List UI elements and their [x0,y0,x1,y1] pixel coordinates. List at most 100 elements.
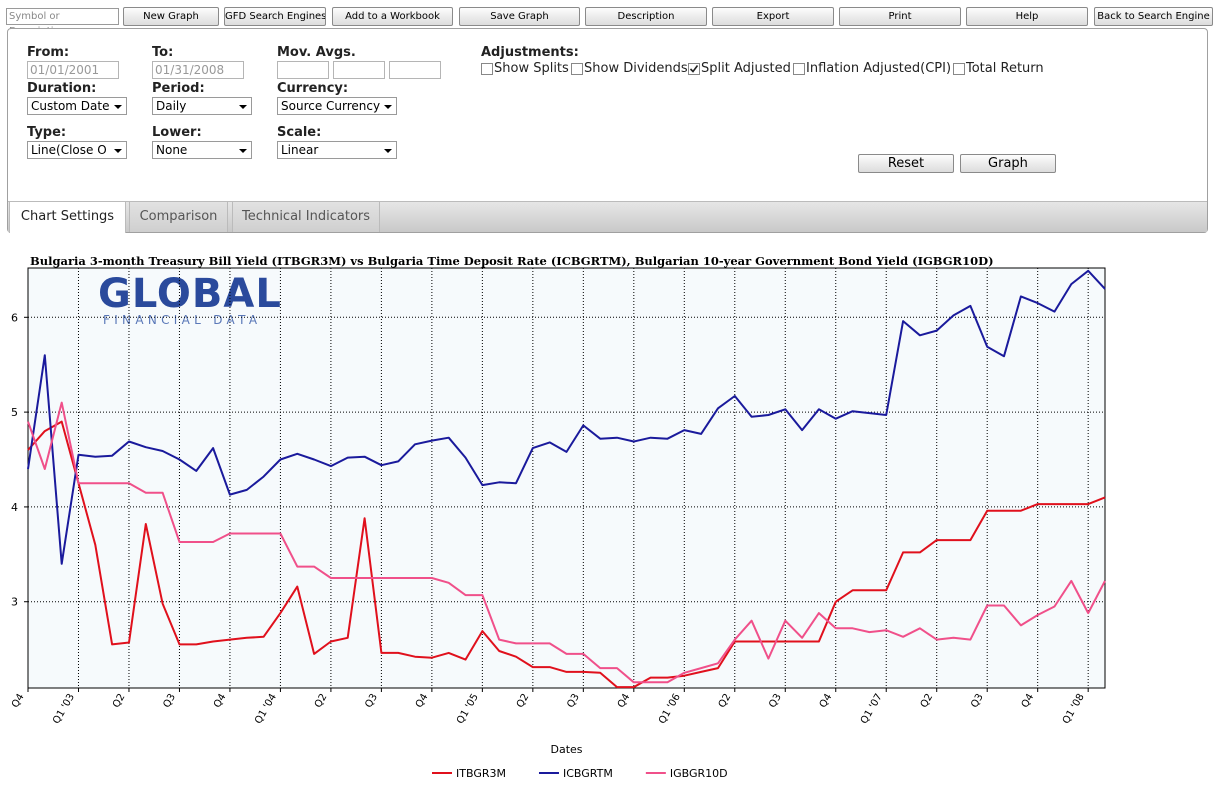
x-tick-label: Q4 [10,692,27,710]
legend-label: ICBGRTM [563,767,613,780]
text-input[interactable] [389,61,441,79]
dropdown[interactable]: Linear [277,141,397,159]
search-box[interactable]: Symbol or Description [6,8,119,37]
option-label: Inflation Adjusted(CPI) [806,61,952,76]
x-tick-label: Q3 [161,692,178,710]
x-tick-label: Q1 '05 [455,692,481,726]
checkbox[interactable] [571,62,583,75]
x-tick-label: Q2 [313,692,330,710]
form-button[interactable]: Reset [858,154,954,173]
tab[interactable]: Technical Indicators [232,201,380,232]
y-tick-label: 4 [11,501,18,514]
toolbar-button[interactable]: Export [712,7,834,26]
x-tick-label: Q4 [212,692,229,710]
field-label: Period: [152,81,205,96]
field-label: Currency: [277,81,349,96]
field-label: Scale: [277,125,322,140]
plot-border [27,267,1106,689]
x-tick-label: Q1 '07 [859,692,885,726]
toolbar-button[interactable]: Back to Search Engine [1094,7,1213,26]
text-input[interactable] [333,61,385,79]
field-label: Mov. Avgs. [277,45,356,60]
toolbar-button[interactable]: Add to a Workbook [332,7,453,26]
dropdown[interactable]: Line(Close O [27,141,127,159]
x-tick-label: Q3 [565,692,582,710]
option-label: Total Return [966,61,1044,76]
toolbar-button[interactable]: GFD Search Engines [224,7,326,26]
dropdown-value: Source Currency [281,99,381,113]
x-tick-label: Q3 [363,692,380,710]
series-line [27,420,1106,689]
tab[interactable]: Comparison [129,201,228,232]
adjustment-option[interactable]: Total Return [953,61,1044,76]
series-line [27,269,1106,565]
x-tick-label: Q1 '06 [657,692,683,726]
dropdown-value: Line(Close O [31,143,107,157]
x-tick-label: Q4 [616,692,633,710]
adjustment-option[interactable]: Show Splits [481,61,569,76]
field-label: Type: [27,125,67,140]
tab[interactable]: Chart Settings [9,201,126,233]
x-tick-label: Q4 [818,692,835,710]
y-tick-label: 6 [11,311,18,324]
toolbar-button[interactable]: Description [585,7,707,26]
x-tick-label: Q2 [111,692,128,710]
field-label: Lower: [152,125,202,140]
option-label: Show Splits [494,61,569,76]
x-axis-label: Dates [550,743,582,756]
field-label: To: [152,45,174,60]
dropdown-value: None [156,143,188,157]
x-tick-label: Q3 [767,692,784,710]
checkbox[interactable] [793,62,805,75]
checkbox[interactable] [481,62,493,75]
field-label: From: [27,45,70,60]
legend-label: IGBGR10D [670,767,728,780]
x-tick-label: Q1 '08 [1061,692,1087,726]
dropdown-value: Custom Date [31,99,110,113]
x-tick-label: Q2 [717,692,734,710]
dropdown[interactable]: None [152,141,252,159]
dropdown-value: Daily [156,99,187,113]
x-tick-label: Q2 [919,692,936,710]
chart: Bulgaria 3-month Treasury Bill Yield (IT… [10,254,1106,780]
x-tick-label: Q4 [414,692,431,710]
adjustments-label: Adjustments: [481,45,579,60]
adjustment-option[interactable]: Inflation Adjusted(CPI) [793,61,951,76]
y-tick-label: 3 [11,596,18,609]
chart-title: Bulgaria 3-month Treasury Bill Yield (IT… [30,254,994,268]
toolbar-button[interactable]: Save Graph [459,7,580,26]
text-input[interactable]: 01/01/2001 [27,61,119,79]
y-tick-label: 5 [11,406,18,419]
text-input[interactable]: 01/31/2008 [152,61,244,79]
checkmark [689,64,699,73]
form-button[interactable]: Graph [960,154,1056,173]
checkbox[interactable] [953,62,965,75]
toolbar-button[interactable]: Help [966,7,1088,26]
legend-label: ITBGR3M [456,767,506,780]
option-label: Split Adjusted [701,61,791,76]
dropdown[interactable]: Custom Date [27,97,127,115]
toolbar-button[interactable]: Print [839,7,961,26]
x-tick-label: Q4 [1020,692,1037,710]
logo-tagline: FINANCIAL DATA [103,313,261,327]
x-tick-label: Q1 '04 [253,692,279,726]
series-line [27,401,1106,684]
text-input[interactable] [277,61,329,79]
option-label: Show Dividends [584,61,688,76]
x-tick-label: Q3 [969,692,986,710]
logo-name: GLOBAL [98,271,282,317]
dropdown[interactable]: Daily [152,97,252,115]
dropdown-value: Linear [281,143,319,157]
adjustment-option[interactable]: Split Adjusted [688,61,791,76]
adjustment-option[interactable]: Show Dividends [571,61,688,76]
x-tick-label: Q2 [515,692,532,710]
x-tick-label: Q1 '03 [51,692,77,726]
toolbar-button[interactable]: New Graph [123,7,219,26]
dropdown[interactable]: Source Currency [277,97,397,115]
plot-area [28,268,1105,688]
checkbox[interactable] [688,62,700,75]
settings-panel [7,28,1208,233]
field-label: Duration: [27,81,97,96]
